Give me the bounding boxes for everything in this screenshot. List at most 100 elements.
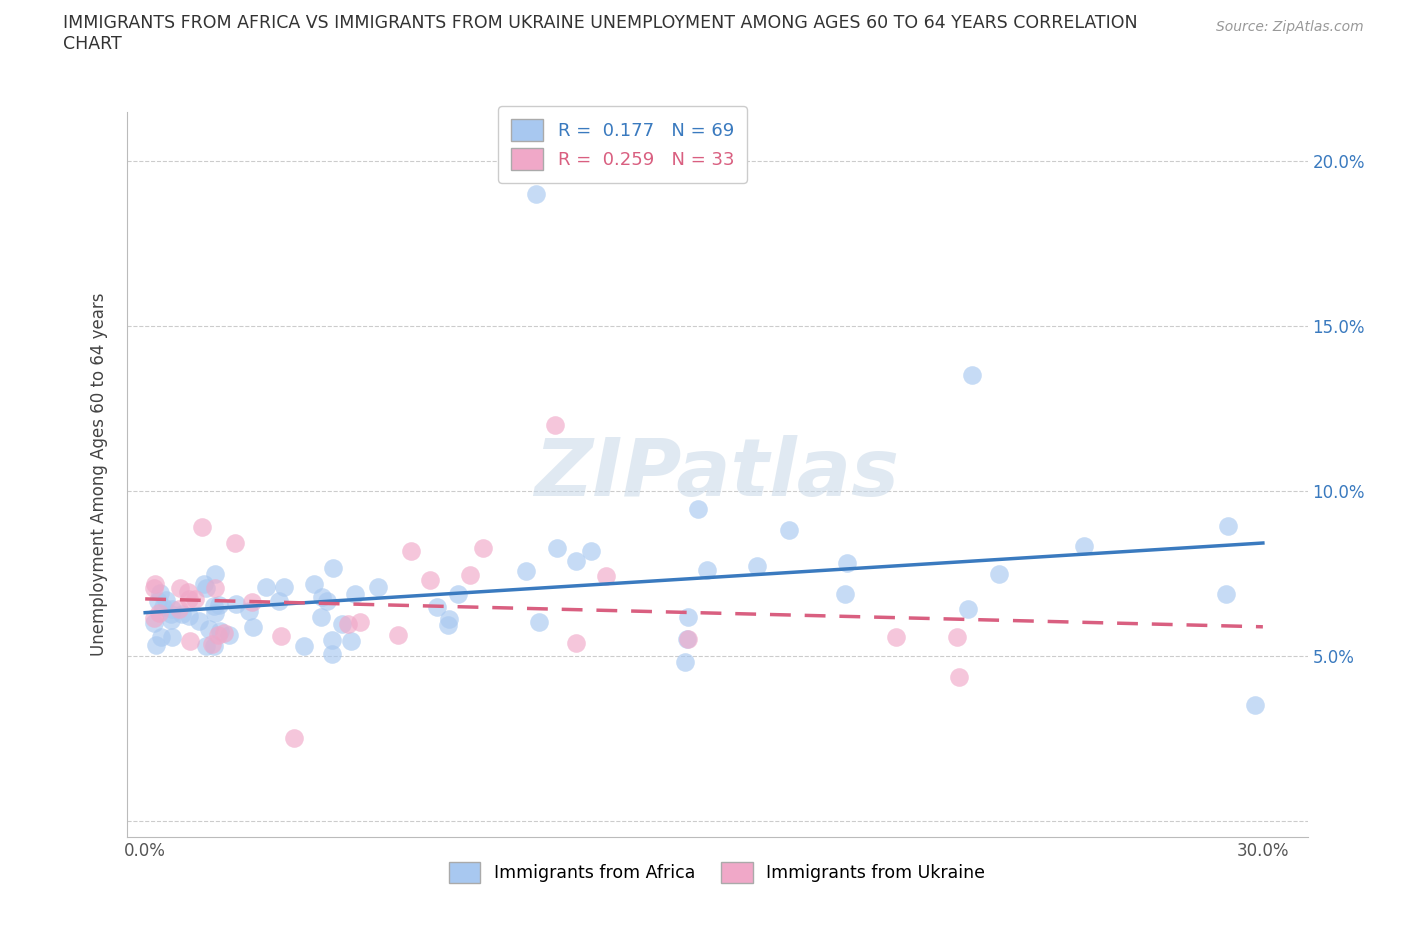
Point <box>524 187 547 202</box>
Point <box>183 591 205 606</box>
Point <box>238 604 260 618</box>
Point <box>564 553 586 568</box>
Legend: Immigrants from Africa, Immigrants from Ukraine: Immigrants from Africa, Immigrants from … <box>441 855 993 890</box>
Point <box>283 731 305 746</box>
Y-axis label: Unemployment Among Ages 60 to 64 years: Unemployment Among Ages 60 to 64 years <box>90 293 108 656</box>
Point <box>224 536 246 551</box>
Point <box>343 586 366 601</box>
Point <box>778 523 800 538</box>
Point <box>240 594 263 609</box>
Point <box>1073 538 1095 553</box>
Point <box>956 602 979 617</box>
Point <box>177 591 200 606</box>
Text: Source: ZipAtlas.com: Source: ZipAtlas.com <box>1216 20 1364 34</box>
Point <box>884 630 907 644</box>
Point <box>198 622 221 637</box>
Point <box>193 577 215 591</box>
Point <box>367 579 389 594</box>
Point <box>544 418 567 432</box>
Point <box>202 599 225 614</box>
Point <box>1244 698 1267 712</box>
Point <box>988 566 1011 581</box>
Point <box>170 606 193 621</box>
Point <box>207 627 229 642</box>
Point <box>242 620 264 635</box>
Point <box>515 565 537 579</box>
Point <box>302 577 325 591</box>
Point <box>195 639 218 654</box>
Point <box>948 670 970 684</box>
Point <box>225 597 247 612</box>
Text: IMMIGRANTS FROM AFRICA VS IMMIGRANTS FROM UKRAINE UNEMPLOYMENT AMONG AGES 60 TO : IMMIGRANTS FROM AFRICA VS IMMIGRANTS FRO… <box>63 14 1137 32</box>
Point <box>208 598 231 613</box>
Point <box>176 584 198 599</box>
Point <box>218 628 240 643</box>
Point <box>340 633 363 648</box>
Point <box>169 580 191 595</box>
Point <box>179 608 201 623</box>
Point <box>962 368 984 383</box>
Point <box>447 587 470 602</box>
Point <box>160 613 183 628</box>
Point <box>579 544 602 559</box>
Point <box>437 618 460 632</box>
Point <box>309 610 332 625</box>
Point <box>565 635 588 650</box>
Point <box>399 543 422 558</box>
Point <box>201 636 224 651</box>
Point <box>311 590 333 604</box>
Point <box>270 629 292 644</box>
Point <box>204 567 226 582</box>
Point <box>292 639 315 654</box>
Point <box>142 581 165 596</box>
Point <box>191 520 214 535</box>
Point <box>595 568 617 583</box>
Point <box>321 632 343 647</box>
Point <box>546 540 568 555</box>
Point <box>472 540 495 555</box>
Point <box>322 561 344 576</box>
Point <box>149 586 172 601</box>
Point <box>273 579 295 594</box>
Point <box>149 630 172 644</box>
Point <box>155 593 177 608</box>
Point <box>146 594 169 609</box>
Point <box>315 593 337 608</box>
Point <box>1216 518 1239 533</box>
Text: CHART: CHART <box>63 35 122 53</box>
Point <box>747 559 769 574</box>
Point <box>419 573 441 588</box>
Point <box>426 600 449 615</box>
Point <box>204 605 226 620</box>
Point <box>267 593 290 608</box>
Point <box>349 614 371 629</box>
Point <box>1215 586 1237 601</box>
Point <box>194 580 217 595</box>
Point <box>167 602 190 617</box>
Point <box>676 609 699 624</box>
Point <box>437 612 460 627</box>
Point <box>527 615 550 630</box>
Point <box>145 638 167 653</box>
Point <box>143 610 166 625</box>
Point <box>208 623 231 638</box>
Point <box>673 655 696 670</box>
Point <box>202 638 225 653</box>
Point <box>204 581 226 596</box>
Point <box>686 501 709 516</box>
Point <box>254 579 277 594</box>
Text: ZIPatlas: ZIPatlas <box>534 435 900 513</box>
Point <box>148 605 170 620</box>
Point <box>696 563 718 578</box>
Point <box>387 628 409 643</box>
Point <box>834 587 856 602</box>
Point <box>159 606 181 621</box>
Point <box>162 602 184 617</box>
Point <box>676 631 699 646</box>
Point <box>946 630 969 644</box>
Point <box>160 630 183 644</box>
Point <box>152 600 174 615</box>
Point <box>321 646 343 661</box>
Point <box>336 617 359 631</box>
Point <box>458 567 481 582</box>
